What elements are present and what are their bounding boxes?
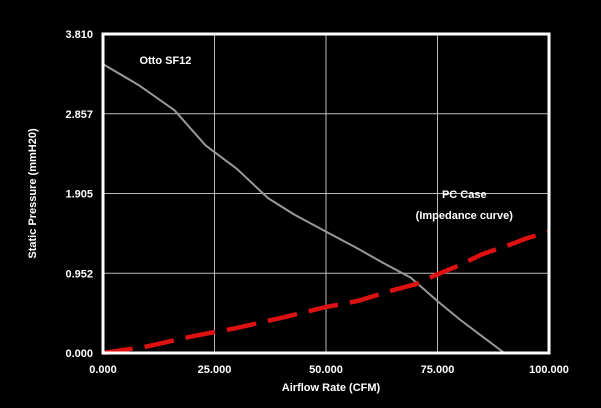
y-tick-label: 0.000 [65, 348, 93, 360]
y-axis-title: Static Pressure (mmH20) [27, 128, 39, 259]
y-tick-label: 0.952 [65, 268, 93, 280]
y-tick-labels: 0.000 0.952 1.905 2.857 3.810 [65, 29, 93, 360]
x-tick-label: 0.000 [89, 364, 117, 376]
annotation-label: (Impedance curve) [416, 210, 514, 222]
series-line-otto-sf12 [102, 63, 505, 354]
x-tick-label: 25.000 [198, 364, 232, 376]
y-tick-label: 3.810 [65, 29, 93, 41]
annotation-label: Otto SF12 [139, 55, 191, 67]
x-tick-label: 50.000 [309, 364, 343, 376]
series-lines [102, 63, 550, 356]
plot-frame [101, 32, 551, 355]
x-tick-label: 75.000 [421, 364, 455, 376]
y-tick-label: 2.857 [65, 109, 93, 121]
series-line-pc-case [102, 229, 550, 356]
x-axis-title: Airflow Rate (CFM) [282, 382, 381, 394]
annotation-label: PC Case [442, 189, 487, 201]
annotations: Otto SF12 PC Case (Impedance curve) [139, 55, 513, 222]
x-tick-label: 100.000 [529, 364, 569, 376]
y-tick-label: 1.905 [65, 189, 93, 201]
x-tick-labels: 0.000 25.000 50.000 75.000 100.000 [89, 364, 569, 376]
